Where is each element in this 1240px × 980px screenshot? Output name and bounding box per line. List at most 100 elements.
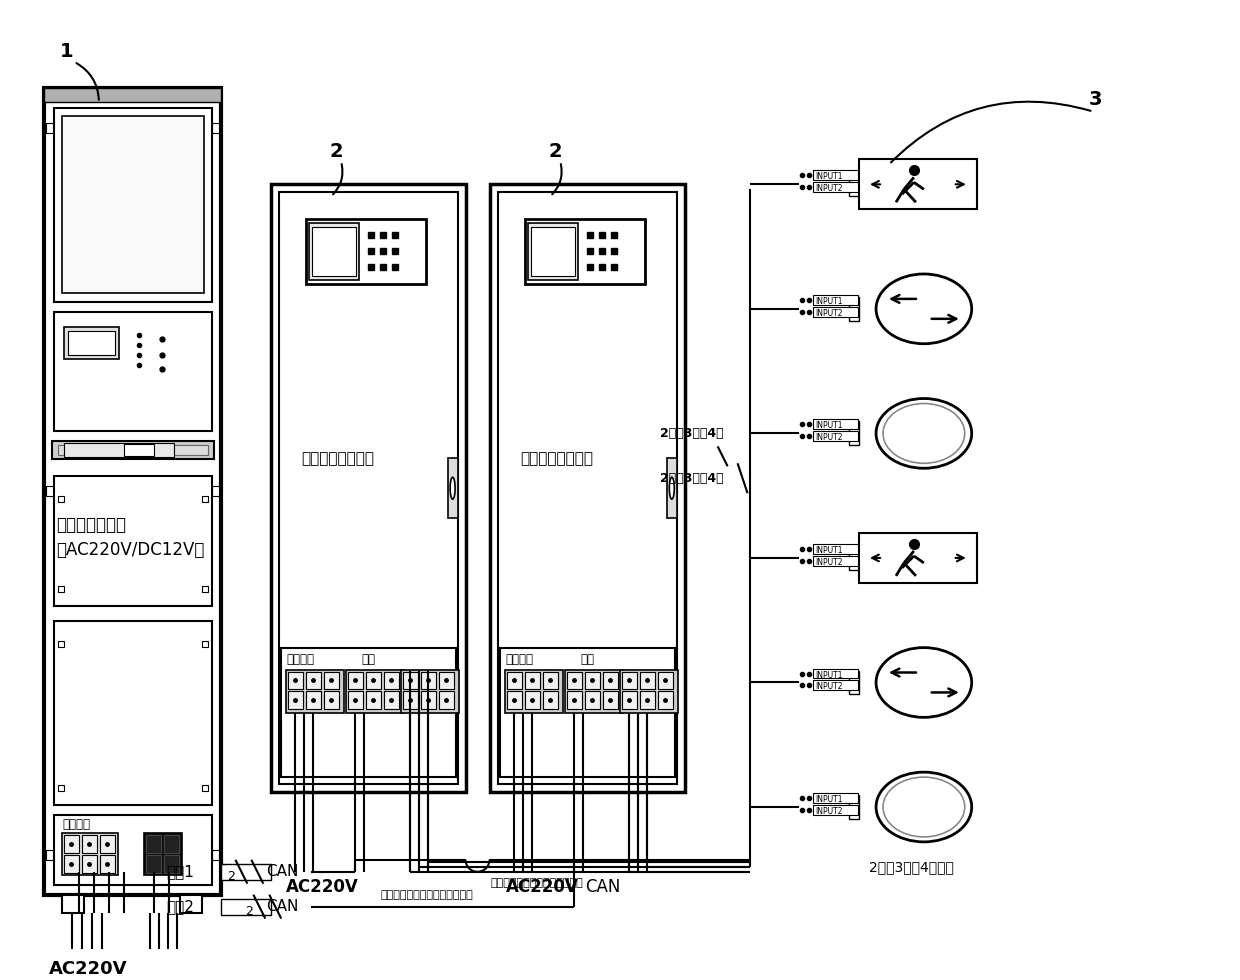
Text: INPUT1: INPUT1 xyxy=(815,297,843,306)
Bar xyxy=(506,669,563,713)
Bar xyxy=(55,815,212,885)
Bar xyxy=(622,671,637,690)
Bar xyxy=(813,805,858,815)
Bar xyxy=(324,692,339,710)
Bar xyxy=(813,182,858,192)
Text: 主干2: 主干2 xyxy=(166,899,195,914)
Bar xyxy=(288,692,303,710)
Text: INPUT2: INPUT2 xyxy=(815,682,843,692)
Bar xyxy=(306,692,321,710)
Bar xyxy=(45,87,222,102)
Text: AC220V: AC220V xyxy=(286,878,360,896)
Text: 输出: 输出 xyxy=(361,653,374,665)
Bar xyxy=(403,692,418,710)
Bar xyxy=(45,87,222,895)
Bar xyxy=(146,855,161,873)
Bar xyxy=(366,692,381,710)
Bar xyxy=(55,108,212,302)
Bar xyxy=(58,586,64,592)
Text: INPUT1: INPUT1 xyxy=(815,546,843,555)
Bar xyxy=(100,855,115,873)
Bar xyxy=(82,855,97,873)
Text: 两线不分极性，三线四线分极性: 两线不分极性，三线四线分极性 xyxy=(491,878,583,888)
Text: CAN: CAN xyxy=(585,878,620,896)
Bar xyxy=(202,586,207,592)
Bar xyxy=(498,192,677,784)
Text: INPUT1: INPUT1 xyxy=(815,172,843,181)
Text: INPUT1: INPUT1 xyxy=(815,670,843,679)
Bar xyxy=(202,785,207,791)
Bar xyxy=(813,680,858,691)
Bar xyxy=(543,692,558,710)
Bar xyxy=(202,496,207,502)
Bar xyxy=(849,421,859,445)
Bar xyxy=(62,895,84,912)
Text: 应急照明集中电源: 应急照明集中电源 xyxy=(301,451,374,465)
Ellipse shape xyxy=(875,772,972,842)
Bar xyxy=(306,671,321,690)
Bar xyxy=(849,297,859,320)
Bar xyxy=(202,641,207,647)
Bar xyxy=(859,160,977,209)
Bar xyxy=(164,855,179,873)
Bar xyxy=(420,692,435,710)
Bar xyxy=(58,496,64,502)
Text: INPUT2: INPUT2 xyxy=(815,807,843,816)
Bar xyxy=(403,671,418,690)
Text: 应急照明集中电源: 应急照明集中电源 xyxy=(521,451,594,465)
Bar xyxy=(64,326,119,359)
Text: 1: 1 xyxy=(60,42,73,62)
Bar xyxy=(366,671,381,690)
Text: INPUT2: INPUT2 xyxy=(815,309,843,318)
Bar xyxy=(279,192,458,784)
Bar xyxy=(212,850,219,859)
Bar xyxy=(348,692,363,710)
Text: 交流输入: 交流输入 xyxy=(286,653,314,665)
Bar xyxy=(439,671,454,690)
Bar xyxy=(620,669,678,713)
Bar xyxy=(384,671,399,690)
Text: 2: 2 xyxy=(548,142,562,161)
Bar xyxy=(640,692,655,710)
Text: INPUT1: INPUT1 xyxy=(815,421,843,430)
Bar xyxy=(124,444,154,457)
Bar xyxy=(813,544,858,554)
Ellipse shape xyxy=(883,777,965,837)
Bar xyxy=(813,307,858,317)
Bar xyxy=(58,445,207,456)
Text: CAN: CAN xyxy=(267,864,299,879)
Text: 应急照明控制器: 应急照明控制器 xyxy=(56,516,126,534)
Text: AC220V: AC220V xyxy=(50,960,128,978)
Text: 两线不分极性，三线四线分极性: 两线不分极性，三线四线分极性 xyxy=(381,890,474,900)
Bar xyxy=(384,692,399,710)
Bar xyxy=(507,692,522,710)
Bar xyxy=(622,692,637,710)
Bar xyxy=(813,431,858,441)
Bar xyxy=(212,486,219,496)
Bar xyxy=(146,835,161,853)
Bar xyxy=(55,312,212,431)
Bar xyxy=(526,692,541,710)
Bar xyxy=(567,671,582,690)
Bar xyxy=(813,556,858,565)
Bar xyxy=(849,172,859,196)
Bar xyxy=(306,220,425,284)
Bar xyxy=(64,855,79,873)
Bar xyxy=(543,671,558,690)
Bar xyxy=(222,899,272,914)
Text: INPUT2: INPUT2 xyxy=(815,558,843,567)
Bar xyxy=(64,443,174,458)
Text: （AC220V/DC12V）: （AC220V/DC12V） xyxy=(56,541,205,559)
Bar xyxy=(309,223,358,280)
Bar xyxy=(567,692,582,710)
Bar xyxy=(849,670,859,695)
Text: 交流输入: 交流输入 xyxy=(506,653,533,665)
Text: 主干1: 主干1 xyxy=(166,864,195,879)
Ellipse shape xyxy=(875,648,972,717)
Bar xyxy=(281,648,455,777)
Text: 2线或3线或4线灯具: 2线或3线或4线灯具 xyxy=(869,859,954,874)
Bar xyxy=(46,486,55,496)
Bar xyxy=(55,620,212,805)
Bar xyxy=(212,122,219,132)
Text: INPUT1: INPUT1 xyxy=(815,795,843,804)
